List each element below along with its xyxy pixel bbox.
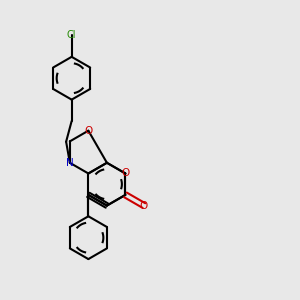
- Text: O: O: [140, 201, 148, 211]
- Text: N: N: [66, 158, 74, 168]
- Text: O: O: [121, 169, 130, 178]
- Text: O: O: [84, 126, 92, 136]
- Text: Cl: Cl: [67, 30, 76, 40]
